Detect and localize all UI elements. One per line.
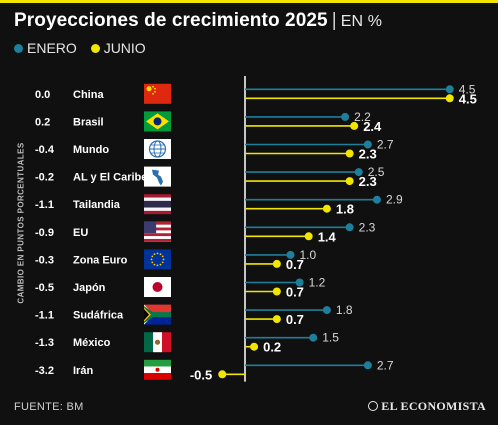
enero-value-label: 1.8 bbox=[336, 303, 353, 317]
junio-point bbox=[350, 121, 359, 130]
enero-point bbox=[363, 361, 372, 370]
enero-point bbox=[295, 278, 304, 287]
enero-value-label: 2.7 bbox=[377, 358, 394, 372]
change-value: -1.1 bbox=[35, 310, 54, 322]
top-accent-bar bbox=[0, 0, 498, 3]
junio-point bbox=[272, 287, 281, 296]
globe-icon bbox=[144, 139, 171, 159]
legend-label-enero: ENERO bbox=[27, 40, 77, 56]
title-unit: EN % bbox=[340, 13, 383, 30]
americas-map-icon bbox=[144, 166, 171, 187]
enero-point bbox=[341, 112, 350, 121]
enero-value-label: 1.5 bbox=[322, 331, 339, 345]
junio-point bbox=[345, 177, 354, 186]
enero-value-label: 4.5 bbox=[459, 82, 476, 96]
junio-value-label: 1.8 bbox=[336, 202, 354, 217]
junio-value-label: 2.4 bbox=[363, 119, 382, 134]
enero-point bbox=[309, 333, 318, 342]
country-label: Zona Euro bbox=[73, 254, 128, 266]
country-label: EU bbox=[73, 227, 88, 239]
enero-value-label: 2.2 bbox=[354, 110, 371, 124]
enero-value-label: 2.7 bbox=[377, 138, 394, 152]
enero-value-label: 1.2 bbox=[309, 276, 326, 290]
enero-value-label: 2.5 bbox=[368, 165, 385, 179]
enero-point bbox=[286, 250, 295, 259]
legend-dot-junio bbox=[90, 44, 100, 53]
source-note: FUENTE: BM bbox=[14, 401, 84, 413]
junio-point bbox=[272, 315, 281, 324]
change-value: -0.4 bbox=[35, 144, 55, 156]
junio-value-label: 2.3 bbox=[359, 174, 377, 189]
enero-point bbox=[363, 140, 372, 149]
mexico-flag bbox=[144, 332, 171, 353]
country-label: Japón bbox=[73, 282, 106, 294]
chart-title: Proyecciones de crecimiento 2025 | EN % bbox=[14, 10, 382, 32]
junio-point bbox=[304, 232, 313, 241]
iran-flag bbox=[144, 359, 171, 380]
junio-value-label: 0.7 bbox=[286, 285, 304, 300]
title-text: Proyecciones de crecimiento 2025 bbox=[14, 10, 328, 31]
brand-logo: EL ECONOMISTA bbox=[368, 399, 486, 414]
junio-point bbox=[445, 94, 454, 103]
country-label: AL y El Caribe bbox=[73, 172, 147, 184]
enero-value-label: 2.9 bbox=[386, 193, 403, 207]
change-value: -1.1 bbox=[35, 199, 54, 211]
junio-value-label: 0.7 bbox=[286, 312, 304, 327]
change-value: -0.9 bbox=[35, 227, 54, 239]
brand-mark-icon bbox=[368, 401, 379, 411]
junio-point bbox=[272, 259, 281, 268]
country-label: China bbox=[73, 89, 104, 101]
title-separator: | bbox=[331, 10, 337, 31]
junio-value-label: 4.5 bbox=[459, 91, 477, 106]
enero-point bbox=[322, 306, 331, 315]
change-value: -0.3 bbox=[35, 254, 54, 266]
change-value: 0.0 bbox=[35, 89, 50, 101]
south-africa-flag bbox=[144, 304, 171, 325]
legend: ENERO JUNIO bbox=[14, 40, 156, 56]
usa-flag bbox=[144, 221, 171, 242]
junio-point bbox=[322, 204, 331, 213]
enero-point bbox=[345, 223, 354, 232]
brazil-flag bbox=[144, 111, 171, 132]
country-label: Sudáfrica bbox=[73, 310, 124, 322]
thailand-flag bbox=[144, 194, 171, 215]
japan-flag bbox=[144, 277, 171, 297]
enero-value-label: 1.0 bbox=[300, 248, 317, 262]
legend-dot-enero bbox=[14, 44, 23, 53]
enero-point bbox=[354, 168, 363, 177]
junio-point bbox=[218, 370, 227, 379]
junio-value-label: 1.4 bbox=[318, 229, 337, 244]
enero-point bbox=[372, 195, 381, 204]
junio-value-label: 2.3 bbox=[359, 147, 377, 162]
country-label: México bbox=[73, 337, 111, 349]
change-value: -1.3 bbox=[35, 337, 54, 349]
brand-name: EL ECONOMISTA bbox=[381, 399, 486, 413]
junio-point bbox=[250, 342, 259, 351]
change-value: -3.2 bbox=[35, 365, 54, 377]
legend-item-junio: JUNIO bbox=[90, 40, 146, 56]
legend-item-enero: ENERO bbox=[14, 40, 77, 56]
legend-label-junio: JUNIO bbox=[103, 40, 146, 56]
junio-point bbox=[345, 149, 354, 158]
junio-value-label: 0.7 bbox=[286, 257, 304, 272]
country-label: Irán bbox=[73, 365, 93, 377]
change-value: -0.5 bbox=[35, 282, 54, 294]
junio-value-label: 0.2 bbox=[263, 340, 281, 355]
change-value: 0.2 bbox=[35, 116, 50, 128]
enero-value-label: 2.3 bbox=[359, 220, 376, 234]
change-value: -0.2 bbox=[35, 172, 54, 184]
country-label: Tailandia bbox=[73, 199, 121, 211]
eu-flag bbox=[144, 249, 171, 270]
china-flag bbox=[144, 83, 171, 104]
junio-value-label: -0.5 bbox=[190, 367, 212, 382]
country-label: Mundo bbox=[73, 144, 109, 156]
country-label: Brasil bbox=[73, 116, 104, 128]
enero-point bbox=[445, 85, 454, 94]
